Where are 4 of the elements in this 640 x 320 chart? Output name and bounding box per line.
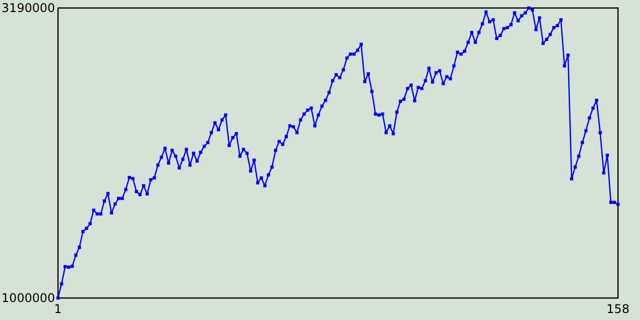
y-tick-label: 3190000 — [2, 1, 55, 16]
y-tick-label: 1000000 — [2, 291, 55, 306]
x-tick-label: 1 — [54, 302, 62, 316]
x-tick-label: 158 — [606, 302, 630, 316]
